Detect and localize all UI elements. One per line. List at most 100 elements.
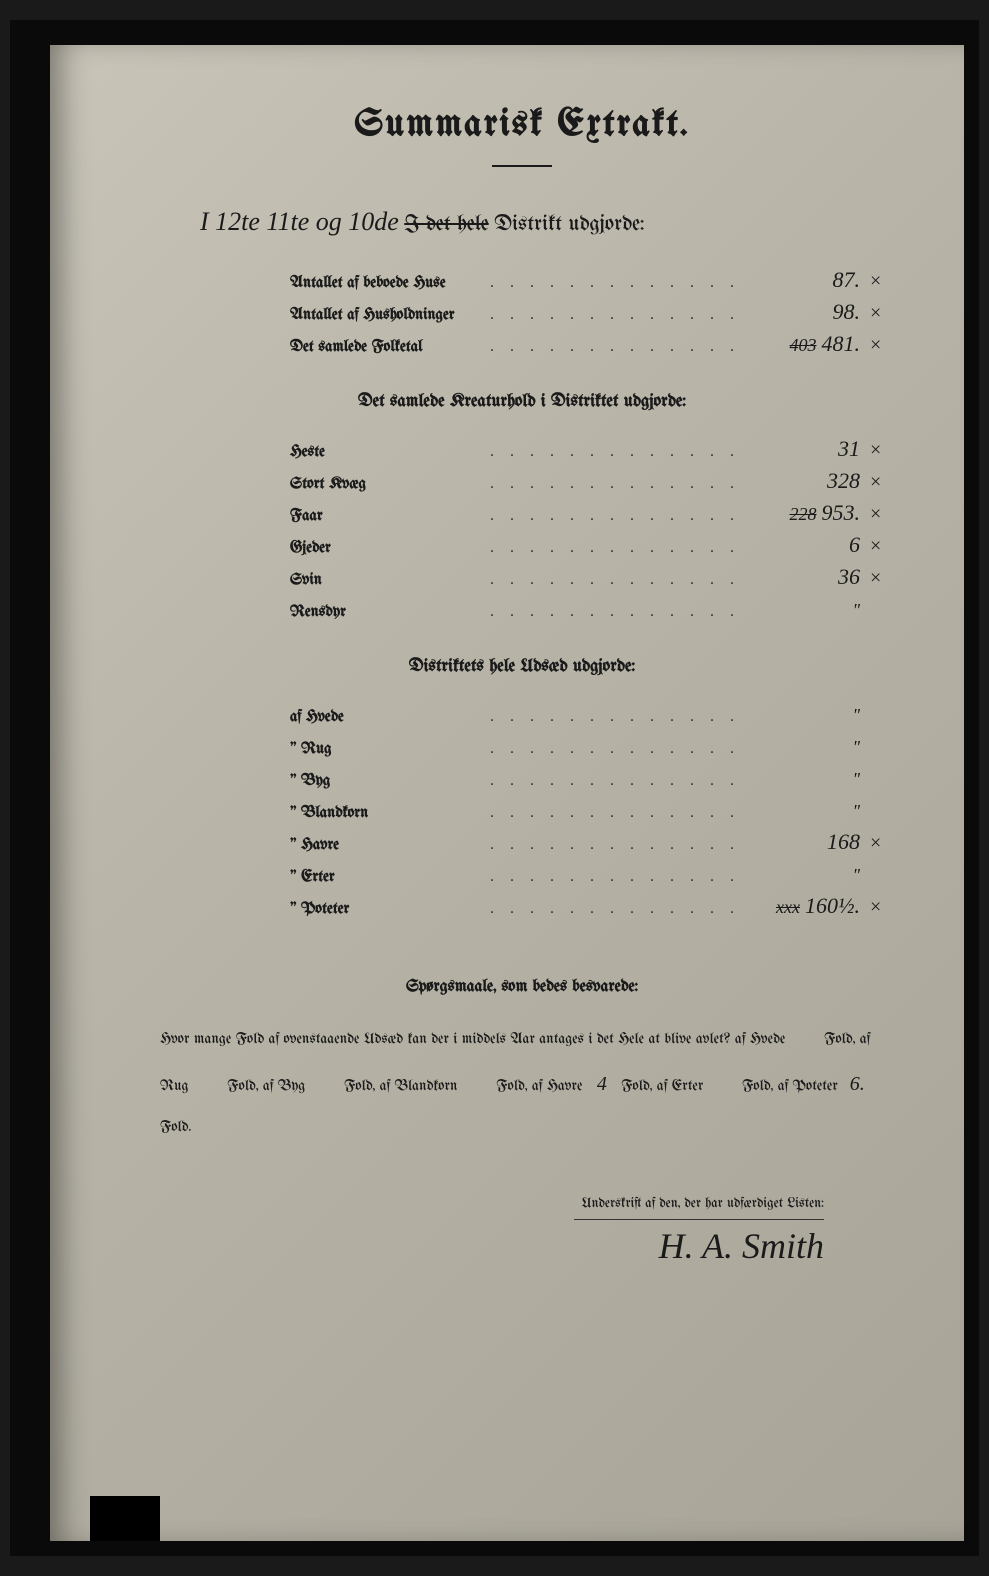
row-label: " Havre: [290, 837, 490, 854]
table-row: " Poteter. . . . . . . . . . . . . .xxx1…: [290, 893, 904, 919]
row-dots: . . . . . . . . . . . . . .: [490, 338, 750, 356]
table-row: Antallet af beboede Huse. . . . . . . . …: [290, 267, 904, 293]
section-1: Antallet af beboede Huse. . . . . . . . …: [290, 267, 904, 357]
table-row: Heste. . . . . . . . . . . . . .31×: [290, 436, 904, 462]
row-label: Stort Kvæg: [290, 476, 490, 493]
table-row: " Rug. . . . . . . . . . . . . .": [290, 733, 904, 759]
row-label: Gjeder: [290, 540, 490, 557]
row-label: Svin: [290, 572, 490, 589]
row-value: ": [750, 596, 870, 622]
row-mark: ×: [870, 503, 900, 526]
row-value: 228953.: [750, 500, 870, 526]
row-mark: ×: [870, 439, 900, 462]
document-page: Summarisk Extrakt. I 12te 11te og 10de I…: [10, 20, 979, 1556]
q-fold2: Fold,: [742, 1078, 773, 1094]
row-dots: . . . . . . . . . . . . . .: [490, 740, 750, 758]
row-label: Antallet af beboede Huse: [290, 275, 490, 292]
row-label: " Rug: [290, 741, 490, 758]
row-value: 36: [750, 564, 870, 590]
row-dots: . . . . . . . . . . . . . .: [490, 836, 750, 854]
row-mark: ×: [870, 535, 900, 558]
table-row: Rensdyr. . . . . . . . . . . . . .": [290, 596, 904, 622]
district-handwritten: I 12te 11te og 10de: [200, 207, 399, 236]
q-val-poteter: 6.: [842, 1059, 872, 1109]
row-dots: . . . . . . . . . . . . . .: [490, 306, 750, 324]
section-3-title: Distriktets hele Udsæd udgjorde:: [140, 657, 904, 676]
table-row: Stort Kvæg. . . . . . . . . . . . . .328…: [290, 468, 904, 494]
table-row: " Havre. . . . . . . . . . . . . .168×: [290, 829, 904, 855]
row-value: ": [750, 861, 870, 887]
table-row: Faar. . . . . . . . . . . . . .228953.×: [290, 500, 904, 526]
row-value: 98.: [750, 299, 870, 325]
district-struck: I det hele: [404, 213, 488, 236]
row-dots: . . . . . . . . . . . . . .: [490, 507, 750, 525]
row-value: 31: [750, 436, 870, 462]
row-dots: . . . . . . . . . . . . . .: [490, 772, 750, 790]
question-text: Hvor mange Fold af ovenstaaende Udsæd ka…: [160, 1021, 884, 1146]
row-label: af Hvede: [290, 709, 490, 726]
row-label: Rensdyr: [290, 604, 490, 621]
row-dots: . . . . . . . . . . . . . .: [490, 900, 750, 918]
row-label: Heste: [290, 444, 490, 461]
row-label: " Blandkorn: [290, 805, 490, 822]
q-fold-end: Fold.: [160, 1119, 191, 1135]
row-value: 168: [750, 829, 870, 855]
row-mark: ×: [870, 832, 900, 855]
row-dots: . . . . . . . . . . . . . .: [490, 804, 750, 822]
table-row: Antallet af Husholdninger. . . . . . . .…: [290, 299, 904, 325]
row-dots: . . . . . . . . . . . . . .: [490, 539, 750, 557]
table-row: af Hvede. . . . . . . . . . . . . .": [290, 701, 904, 727]
row-value: ": [750, 701, 870, 727]
row-dots: . . . . . . . . . . . . . .: [490, 274, 750, 292]
row-mark: ×: [870, 270, 900, 293]
district-line: I 12te 11te og 10de I det hele Distrikt …: [200, 207, 904, 237]
row-mark: ×: [870, 567, 900, 590]
q-byg: Fold, af Byg: [227, 1078, 305, 1094]
section-2-title: Det samlede Kreaturhold i Distriktet udg…: [140, 392, 904, 411]
row-value: 87.: [750, 267, 870, 293]
signature-block: Underskrift af den, der har udfærdiget L…: [140, 1196, 904, 1267]
page-tab: [90, 1496, 160, 1541]
q-val-havre: 4: [587, 1059, 617, 1109]
row-label: Det samlede Folketal: [290, 339, 490, 356]
q-p1: Hvor mange Fold af ovenstaaende Udsæd ka…: [160, 1031, 785, 1047]
q-havre: Fold, af Havre: [496, 1078, 582, 1094]
section-3: af Hvede. . . . . . . . . . . . . ."" Ru…: [290, 701, 904, 919]
table-row: " Byg. . . . . . . . . . . . . .": [290, 765, 904, 791]
signature-name: H. A. Smith: [574, 1219, 824, 1267]
q-fold1: Fold,: [824, 1031, 855, 1047]
row-value: ": [750, 733, 870, 759]
row-value: ": [750, 797, 870, 823]
row-dots: . . . . . . . . . . . . . .: [490, 868, 750, 886]
row-value: ": [750, 765, 870, 791]
row-label: Faar: [290, 508, 490, 525]
row-label: " Byg: [290, 773, 490, 790]
row-value: 6: [750, 532, 870, 558]
row-dots: . . . . . . . . . . . . . .: [490, 443, 750, 461]
page-title: Summarisk Extrakt.: [140, 105, 904, 145]
section-2: Heste. . . . . . . . . . . . . .31×Stort…: [290, 436, 904, 622]
row-value: 403481.: [750, 331, 870, 357]
q-bland: Fold, af Blandkorn: [344, 1078, 457, 1094]
row-value: 328: [750, 468, 870, 494]
questions-title: Spørgsmaale, som bedes besvarede:: [140, 979, 904, 996]
table-row: " Blandkorn. . . . . . . . . . . . . .": [290, 797, 904, 823]
row-mark: ×: [870, 334, 900, 357]
row-dots: . . . . . . . . . . . . . .: [490, 475, 750, 493]
table-row: Svin. . . . . . . . . . . . . .36×: [290, 564, 904, 590]
signature-label: Underskrift af den, der har udfærdiget L…: [140, 1196, 824, 1211]
row-dots: . . . . . . . . . . . . . .: [490, 708, 750, 726]
row-mark: ×: [870, 896, 900, 919]
table-row: Gjeder. . . . . . . . . . . . . .6×: [290, 532, 904, 558]
table-row: " Erter. . . . . . . . . . . . . .": [290, 861, 904, 887]
table-row: Det samlede Folketal. . . . . . . . . . …: [290, 331, 904, 357]
row-mark: ×: [870, 302, 900, 325]
title-divider: [492, 165, 552, 167]
row-label: " Erter: [290, 869, 490, 886]
row-label: " Poteter: [290, 901, 490, 918]
row-label: Antallet af Husholdninger: [290, 307, 490, 324]
row-mark: ×: [870, 471, 900, 494]
row-dots: . . . . . . . . . . . . . .: [490, 571, 750, 589]
row-value: xxx160½.: [750, 893, 870, 919]
row-dots: . . . . . . . . . . . . . .: [490, 603, 750, 621]
